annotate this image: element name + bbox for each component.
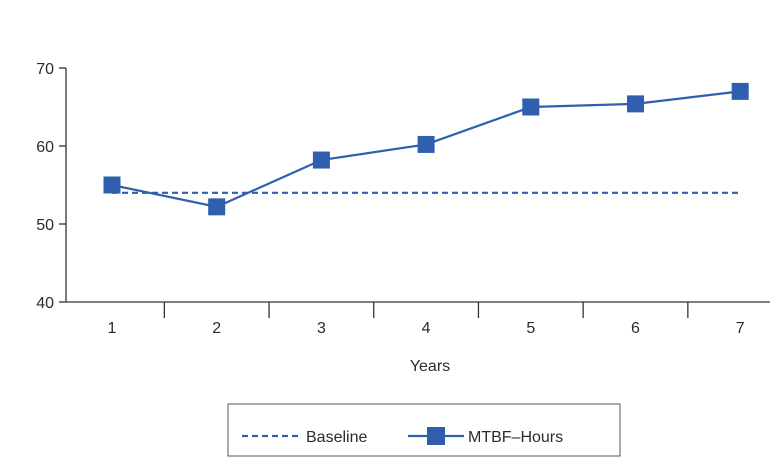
axes-layer: 40 50 60 70 1 2 3 4 5 6 7 xyxy=(36,61,770,337)
legend-baseline-label: Baseline xyxy=(306,429,367,446)
y-tick-label: 40 xyxy=(36,295,54,312)
mtbf-data-point xyxy=(522,98,540,116)
y-tick-label: 70 xyxy=(36,61,54,78)
x-tick-label: 5 xyxy=(526,320,535,337)
legend-box xyxy=(227,403,621,457)
x-tick-label: 4 xyxy=(422,320,431,337)
x-tick-label: 6 xyxy=(631,320,640,337)
legend: Baseline MTBF–Hours xyxy=(227,403,621,457)
y-tick-label: 60 xyxy=(36,139,54,156)
x-tick-label: 3 xyxy=(317,320,326,337)
mtbf-data-point xyxy=(103,176,121,194)
mtbf-data-point xyxy=(627,95,644,113)
mtbf-data-point xyxy=(208,198,226,216)
mtbf-data-point xyxy=(417,135,435,153)
mtbf-data-point xyxy=(312,151,330,169)
x-tick-label: 1 xyxy=(108,320,117,337)
y-tick-label: 50 xyxy=(36,217,54,234)
x-axis-title: Years xyxy=(410,358,450,375)
series-layer xyxy=(103,82,749,216)
legend-mtbf-marker xyxy=(427,427,445,445)
legend-mtbf-label: MTBF–Hours xyxy=(468,429,563,446)
mtbf-data-point xyxy=(731,82,749,100)
x-tick-label: 2 xyxy=(212,320,221,337)
x-tick-label: 7 xyxy=(736,320,745,337)
